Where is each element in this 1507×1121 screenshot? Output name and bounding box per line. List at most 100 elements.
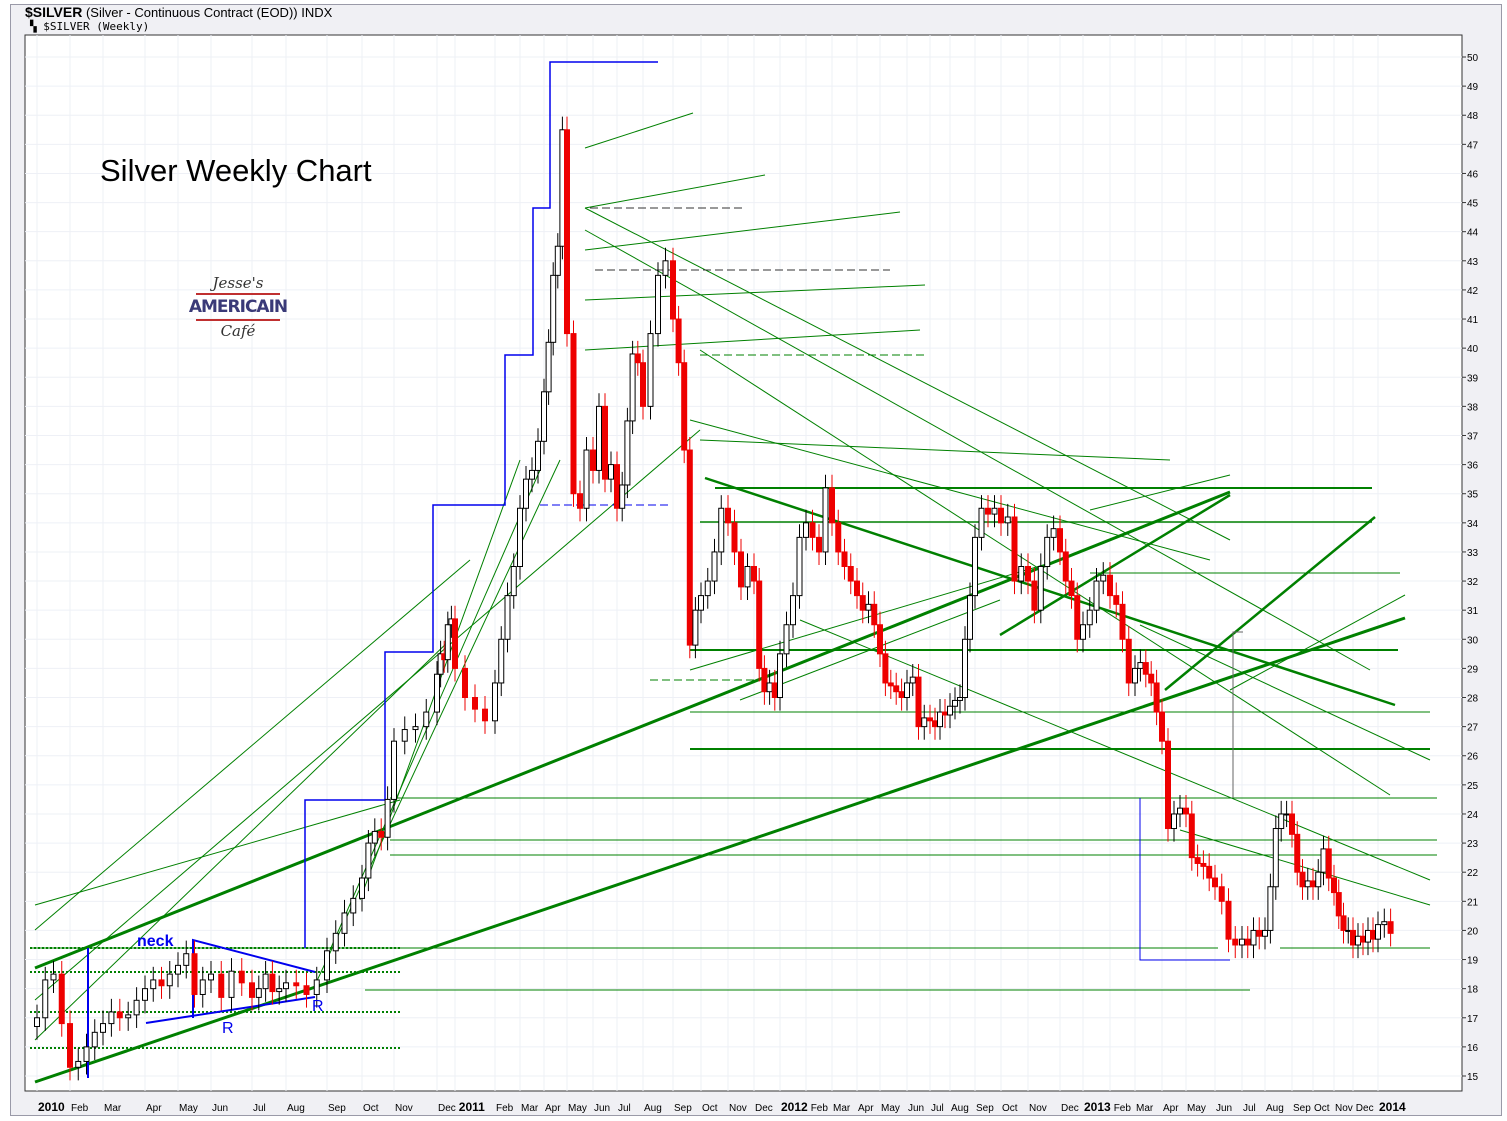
y-tick-label: 28 [1467,694,1479,705]
candle-body [871,603,878,626]
y-tick-label: 34 [1467,519,1479,530]
candles [34,116,1394,1081]
candle-body [854,580,860,597]
candle-body [116,1011,123,1019]
candle-body [283,982,289,990]
x-tick-label: May [568,1103,587,1114]
blue-bracket-line [1139,798,1230,961]
candle-body [822,487,829,553]
candle-body [1387,921,1394,934]
candle-body [967,595,973,640]
candle-body [1250,929,1257,946]
candle-body [711,551,718,582]
candle-body [1365,929,1371,943]
candle-body [365,842,372,879]
candle-body [510,566,517,597]
x-tick-label: Jul [931,1103,944,1114]
x-tick-label: Dec [755,1103,773,1114]
logo-bar [196,319,280,321]
candle-body [972,536,978,597]
y-tick-label: 27 [1467,723,1479,734]
trendline [34,429,701,1001]
trendline [584,284,926,301]
candle-body [761,667,768,693]
candle-body [1331,877,1337,894]
x-tick-label: May [881,1103,900,1114]
logo-line1: Jesse's [212,274,264,292]
candle-body [686,449,693,646]
triangle-lower-line [145,996,316,1024]
candle-body [783,624,790,655]
candle-body [904,682,910,699]
y-tick-label: 20 [1467,926,1479,937]
candle-body [75,1060,82,1068]
candle-body [1262,929,1268,937]
annotation-r-right: R [312,998,324,1015]
y-tick-label: 41 [1467,315,1479,326]
candle-body [1289,813,1295,835]
candle-body [751,566,757,582]
x-tick-label: Jun [908,1103,924,1114]
candle-body [412,726,419,731]
candle-body [58,973,65,1025]
candle-body [371,830,378,844]
candle-body [401,729,408,742]
candle-body [452,618,458,669]
candle-body [378,830,385,838]
x-tick-label: Nov [1029,1103,1047,1114]
candle-body [835,522,842,553]
candle-body [816,536,822,553]
y-tick-label: 26 [1467,752,1479,763]
candle-body [1200,862,1207,867]
candle-body [158,979,165,987]
candle-body [1050,528,1057,538]
candle-body [545,341,552,393]
candle-body [1355,935,1361,946]
x-tick-label: Sep [976,1103,994,1114]
candle-body [766,682,773,693]
y-tick-label: 30 [1467,635,1479,646]
candle-body [498,638,505,684]
x-tick-label: 2013 [1084,1100,1111,1114]
candle-body [590,449,596,471]
candle-body [1100,574,1107,582]
trendline [999,493,1231,637]
candle-body [991,507,998,515]
x-tick-label: Apr [1163,1103,1179,1114]
candle-body [932,720,938,728]
candle-body [947,705,953,716]
candle-body [1037,566,1044,611]
y-tick-label: 15 [1467,1072,1479,1083]
x-tick-label: Mar [521,1103,539,1114]
x-tick-label: Feb [71,1103,89,1114]
y-tick-label: 35 [1467,490,1479,501]
candle-body [803,522,809,538]
x-tick-label: Jun [212,1103,228,1114]
trendline [34,639,451,1041]
candle-body [350,897,357,914]
candle-body [790,595,796,626]
candle-body [1188,813,1195,859]
candle-body [1256,929,1263,937]
candle-body [577,493,583,509]
candle-body [777,653,783,699]
y-tick-label: 45 [1467,199,1479,210]
candle-body [655,274,661,335]
candle-body [962,638,968,699]
x-tick-label: Jul [618,1103,631,1114]
candle-body [423,711,430,728]
trendline [584,174,766,209]
y-tick-label: 21 [1467,897,1479,908]
candle-body [662,260,669,276]
candle-body [1031,580,1038,611]
trendline [1089,474,1231,511]
trendline [1139,624,1431,761]
x-tick-label: Nov [395,1103,413,1114]
candle-body [150,979,157,990]
candle-body [1360,935,1366,943]
x-tick-label: Feb [496,1103,514,1114]
y-tick-label: 42 [1467,286,1479,297]
candle-body [640,362,646,407]
y-tick-label: 47 [1467,140,1479,151]
candle-body [34,1017,40,1028]
